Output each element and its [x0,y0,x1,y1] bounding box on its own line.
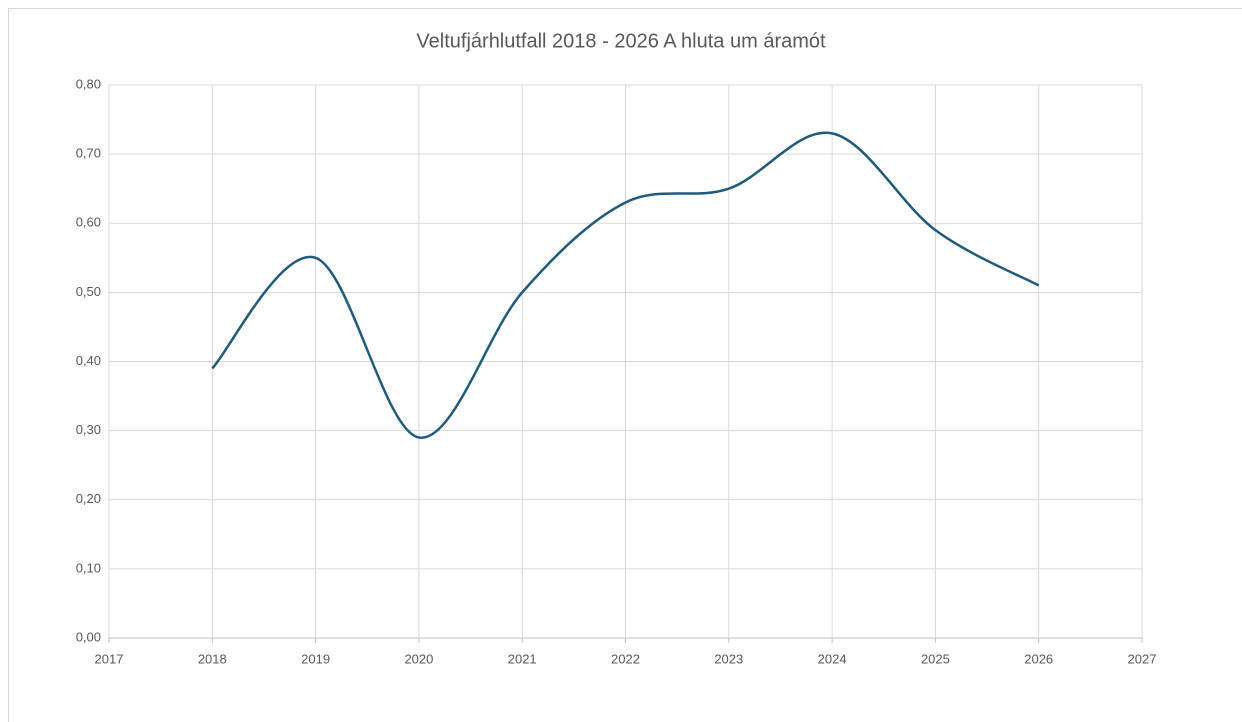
x-tick-label: 2027 [1128,651,1157,666]
y-tick-label: 0,00 [76,629,101,644]
y-tick-label: 0,50 [76,284,101,299]
y-tick-label: 0,70 [76,146,101,161]
y-tick-label: 0,60 [76,215,101,230]
x-tick-label: 2023 [714,651,743,666]
x-tick-label: 2024 [818,651,847,666]
data-line [211,131,1040,439]
x-tick-label: 2017 [95,651,124,666]
y-tick-label: 0,40 [76,353,101,368]
x-tick-label: 2021 [508,651,537,666]
x-tick-label: 2020 [404,651,433,666]
x-tick-label: 2026 [1024,651,1053,666]
x-tick-label: 2019 [301,651,330,666]
y-tick-label: 0,30 [76,422,101,437]
x-tick-label: 2025 [921,651,950,666]
x-tick-label: 2022 [611,651,640,666]
x-tick-label: 2018 [198,651,227,666]
chart-title: Veltufjárhlutfall 2018 - 2026 A hluta um… [416,30,826,52]
y-tick-label: 0,10 [76,560,101,575]
y-tick-label: 0,20 [76,491,101,506]
y-tick-label: 0,80 [76,76,101,91]
